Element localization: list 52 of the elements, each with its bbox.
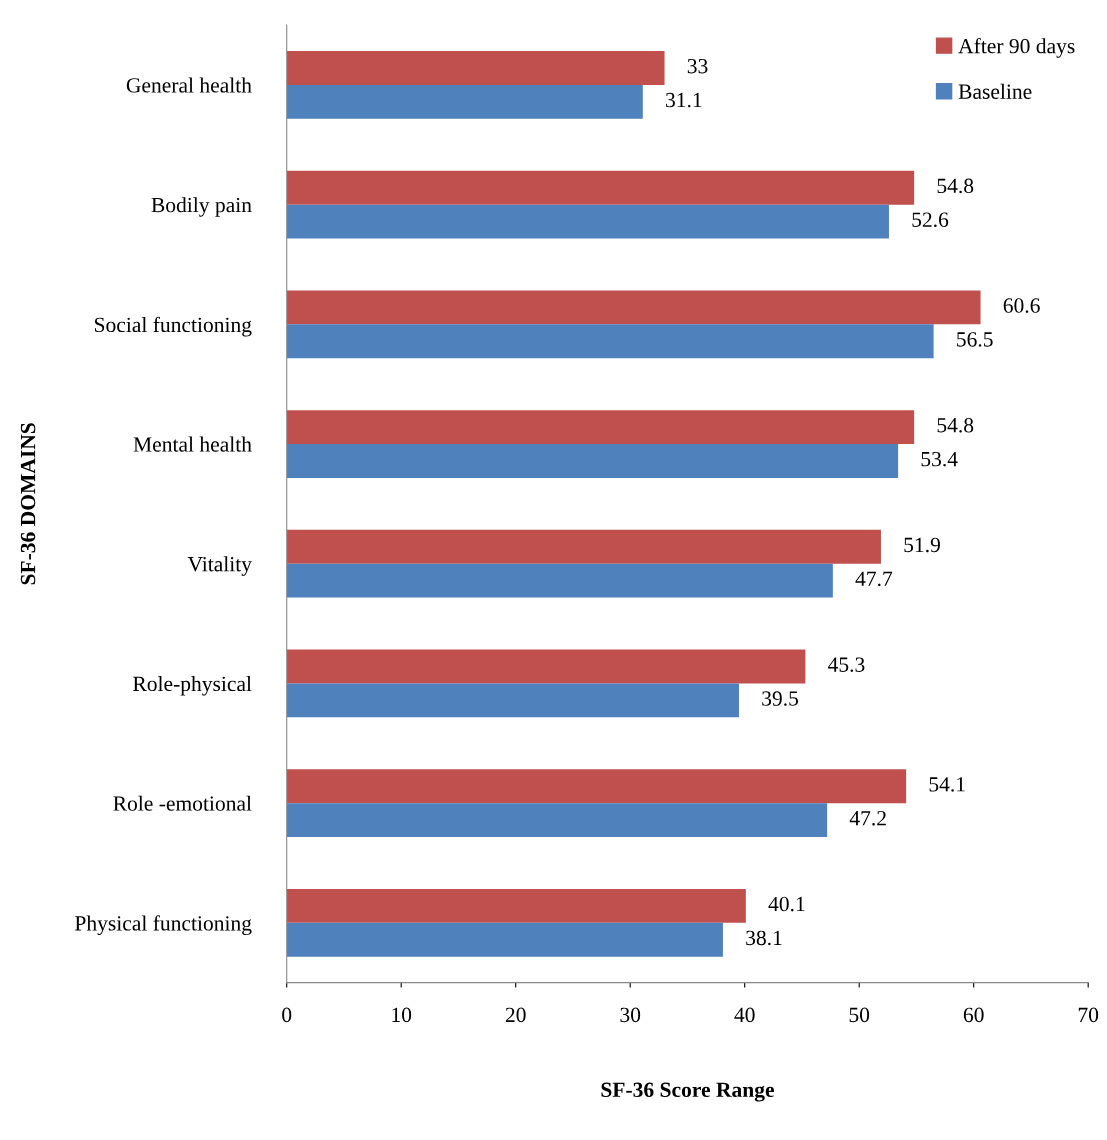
x-tick-label: 50 [849,1007,870,1023]
data-label: 40.1 [768,896,805,912]
bar [286,922,723,957]
bar [286,888,746,923]
bar [286,84,643,119]
bar [286,769,907,804]
bar [286,649,806,684]
data-label: 53.4 [921,451,958,467]
x-axis-title: SF-36 Score Range [601,1082,774,1102]
data-label: 33 [687,58,708,74]
data-label: 52.6 [912,212,949,228]
x-tick-label: 60 [963,1007,984,1023]
data-label: 51.9 [904,537,940,553]
data-label: 54.8 [937,178,974,194]
y-tick-label: Social functioning [94,316,252,337]
data-label: 38.1 [746,930,782,946]
data-label: 54.1 [929,777,965,792]
y-tick-label: Role -emotional [113,795,252,811]
legend-label: After 90 days [958,38,1075,58]
data-label: 31.1 [666,92,702,108]
y-tick-label: Mental health [133,436,252,452]
data-label: 47.2 [849,810,886,826]
data-label: 60.6 [1003,298,1040,313]
bar [286,683,739,718]
bar [286,324,934,359]
x-tick-label: 20 [505,1007,526,1023]
x-tick-label: 30 [620,1007,641,1023]
bar [286,529,881,564]
data-label: 56.5 [957,332,993,347]
legend-label: Baseline [958,83,1032,99]
bar [286,563,833,598]
data-label: 54.8 [937,417,974,433]
bar [286,204,889,239]
data-label: 47.7 [855,571,893,587]
bar [286,803,828,838]
bar [286,170,915,205]
y-tick-label: Physical functioning [75,915,252,936]
x-tick-label: 0 [282,1007,292,1023]
data-label: 39.5 [762,691,799,706]
bar [286,51,665,85]
x-tick-label: 70 [1078,1007,1099,1023]
x-tick-label: 40 [734,1007,755,1023]
data-label: 45.3 [828,657,865,672]
y-tick-label: Vitality [187,556,252,576]
y-axis-title: SF-36 DOMAINS [20,423,36,585]
y-tick-label: Role-physical [133,675,252,696]
y-tick-label: Bodily pain [151,197,252,217]
bar [286,410,915,445]
x-tick-label: 10 [392,1007,412,1023]
bar [286,444,899,478]
bar [286,290,981,325]
y-tick-label: General health [126,77,252,93]
